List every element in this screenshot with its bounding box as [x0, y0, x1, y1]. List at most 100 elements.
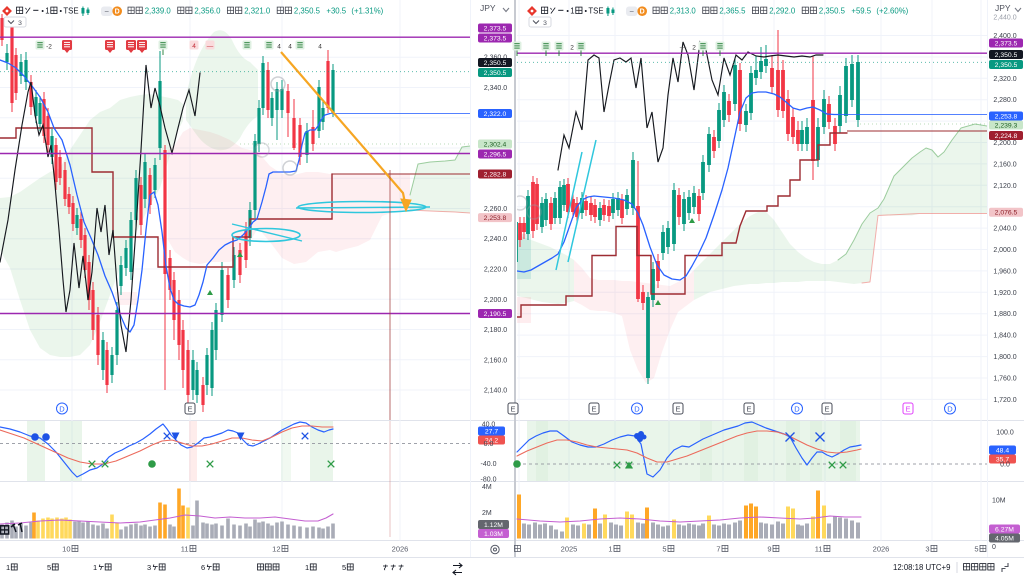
svg-text:100.0: 100.0: [996, 430, 1014, 437]
svg-text:2,280.0: 2,280.0: [993, 97, 1016, 104]
svg-text:D: D: [634, 405, 640, 414]
svg-text:2,140.0: 2,140.0: [484, 388, 507, 395]
svg-text:2026: 2026: [392, 545, 409, 554]
svg-text:(+1.31%): (+1.31%): [351, 7, 383, 16]
svg-text:0.0: 0.0: [1000, 462, 1010, 469]
svg-text:D: D: [947, 405, 953, 414]
svg-text:2: 2: [692, 45, 696, 52]
svg-text:2,373.5: 2,373.5: [484, 25, 507, 32]
svg-text:2,260.0: 2,260.0: [484, 206, 507, 213]
svg-text:9: 9: [767, 545, 771, 554]
svg-text:1.03M: 1.03M: [484, 531, 503, 538]
svg-text:0.0: 0.0: [484, 441, 494, 448]
svg-text:2,440.0: 2,440.0: [993, 15, 1016, 22]
svg-text:–: –: [105, 8, 109, 15]
svg-text:7: 7: [716, 545, 720, 554]
svg-text:D: D: [59, 405, 65, 414]
svg-text:5: 5: [662, 545, 666, 554]
svg-text:JPY: JPY: [480, 3, 496, 13]
svg-text:1: 1: [608, 545, 612, 554]
svg-text:—: —: [207, 43, 214, 50]
svg-text:3: 3: [543, 20, 547, 27]
svg-text:40.0: 40.0: [482, 422, 496, 429]
svg-text:4: 4: [192, 43, 196, 50]
svg-text:2,373.5: 2,373.5: [995, 40, 1018, 47]
svg-text:1,760.0: 1,760.0: [993, 376, 1016, 383]
svg-text:2,180.0: 2,180.0: [484, 327, 507, 334]
svg-text:2,350.5: 2,350.5: [819, 7, 846, 16]
svg-text:3: 3: [18, 20, 22, 27]
svg-text:2,373.5: 2,373.5: [484, 35, 507, 42]
svg-text:1,920.0: 1,920.0: [993, 290, 1016, 297]
svg-text:2,200.0: 2,200.0: [484, 297, 507, 304]
svg-text:2,340.0: 2,340.0: [484, 85, 507, 92]
svg-text:-40.0: -40.0: [481, 461, 497, 468]
svg-text:2,220.0: 2,220.0: [484, 267, 507, 274]
svg-text:4: 4: [288, 44, 292, 51]
svg-text:2,356.0: 2,356.0: [194, 7, 221, 16]
svg-text:35.7: 35.7: [996, 456, 1009, 463]
svg-text:1.12M: 1.12M: [484, 522, 503, 529]
svg-text:–: –: [630, 8, 634, 15]
svg-text:3: 3: [925, 545, 929, 554]
svg-text:2,160.0: 2,160.0: [484, 357, 507, 364]
svg-text:—: —: [680, 45, 687, 52]
svg-text:TSE: TSE: [63, 7, 78, 16]
svg-text:2,120.0: 2,120.0: [993, 183, 1016, 190]
svg-text:48.4: 48.4: [996, 447, 1009, 454]
svg-text:1: 1: [93, 563, 97, 572]
svg-text:2026: 2026: [873, 545, 890, 554]
svg-text:2,339.0: 2,339.0: [145, 7, 172, 16]
svg-text:2,224.8: 2,224.8: [995, 133, 1018, 140]
svg-text:4M: 4M: [482, 484, 492, 491]
svg-text:2,076.5: 2,076.5: [995, 210, 1018, 217]
svg-text:1,880.0: 1,880.0: [993, 311, 1016, 318]
svg-text:2,282.8: 2,282.8: [484, 171, 507, 178]
svg-text:11: 11: [181, 545, 189, 554]
svg-text:2,350.5: 2,350.5: [995, 62, 1018, 69]
svg-text:(+2.60%): (+2.60%): [876, 7, 908, 16]
svg-text:2,253.8: 2,253.8: [484, 215, 507, 222]
svg-text:1,960.0: 1,960.0: [993, 268, 1016, 275]
svg-text:24.2: 24.2: [485, 437, 498, 444]
svg-text:+30.5: +30.5: [326, 7, 346, 16]
svg-text:2,400.0: 2,400.0: [993, 33, 1016, 40]
svg-text:2,190.5: 2,190.5: [484, 311, 507, 318]
svg-text:JPY: JPY: [995, 3, 1011, 13]
svg-text:E: E: [187, 405, 192, 414]
svg-text:5: 5: [47, 563, 51, 572]
svg-text:E: E: [591, 405, 596, 414]
svg-text:2,239.3: 2,239.3: [995, 122, 1018, 129]
svg-text:2,313.0: 2,313.0: [670, 7, 697, 16]
svg-text:2,160.0: 2,160.0: [993, 161, 1016, 168]
svg-text:12:08:18 UTC+9: 12:08:18 UTC+9: [893, 563, 950, 572]
svg-text:11: 11: [815, 545, 823, 554]
svg-text:2025: 2025: [561, 545, 578, 554]
svg-text:1: 1: [45, 7, 49, 16]
svg-text:2,253.8: 2,253.8: [995, 113, 1018, 120]
svg-text:2,350.5: 2,350.5: [995, 52, 1018, 59]
svg-text:27.7: 27.7: [485, 428, 498, 435]
svg-text:5: 5: [974, 545, 978, 554]
svg-text:2,302.4: 2,302.4: [484, 141, 507, 148]
svg-text:1,840.0: 1,840.0: [993, 333, 1016, 340]
svg-text:1: 1: [570, 7, 574, 16]
svg-text:-2: -2: [46, 44, 52, 51]
svg-text:1: 1: [6, 563, 10, 572]
svg-text:4: 4: [318, 44, 322, 51]
svg-text:10M: 10M: [992, 498, 1006, 505]
svg-text:D: D: [640, 9, 645, 16]
svg-text:2,365.5: 2,365.5: [719, 7, 746, 16]
svg-text:6: 6: [201, 563, 205, 572]
svg-text:6.27M: 6.27M: [995, 526, 1014, 533]
svg-text:5: 5: [342, 563, 346, 572]
svg-text:2,350.5: 2,350.5: [484, 70, 507, 77]
svg-text:3: 3: [147, 563, 151, 572]
svg-text:2M: 2M: [482, 510, 492, 517]
svg-text:2,322.0: 2,322.0: [484, 111, 507, 118]
svg-text:E: E: [905, 405, 910, 414]
svg-text:2,292.0: 2,292.0: [769, 7, 796, 16]
svg-text:-80.0: -80.0: [481, 477, 497, 484]
svg-text:E: E: [824, 405, 829, 414]
svg-text:2,040.0: 2,040.0: [993, 226, 1016, 233]
